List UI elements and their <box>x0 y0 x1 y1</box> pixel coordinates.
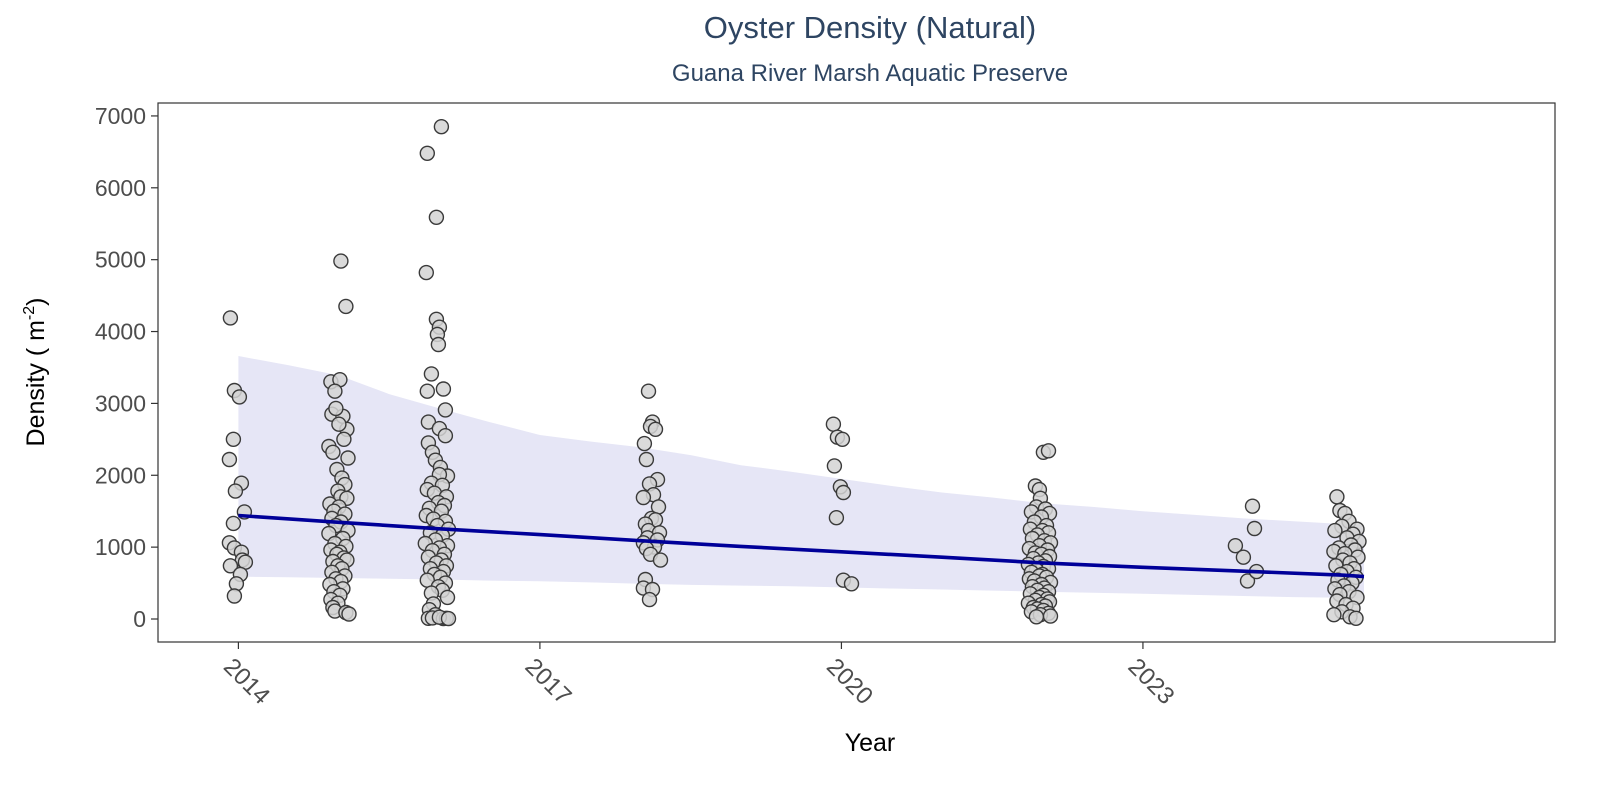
data-point <box>435 381 452 397</box>
data-point <box>222 558 239 574</box>
x-tick-label: 2017 <box>520 653 577 710</box>
data-point <box>333 253 349 269</box>
data-point <box>340 450 356 466</box>
data-point <box>222 310 239 326</box>
data-point <box>1235 549 1252 565</box>
data-point <box>1227 538 1244 554</box>
data-point <box>1348 610 1364 626</box>
data-point <box>336 431 352 447</box>
data-point <box>825 416 842 432</box>
data-point <box>428 209 445 226</box>
data-point <box>227 483 244 499</box>
x-tick-label: 2023 <box>1123 653 1180 710</box>
y-axis-label-close: ) <box>22 298 50 306</box>
data-point <box>1244 498 1261 514</box>
y-tick-label: 3000 <box>95 390 146 416</box>
data-point <box>231 389 248 405</box>
x-axis: 2014 2017 2020 2023 <box>218 642 1180 710</box>
data-point <box>826 458 843 474</box>
data-point <box>325 444 341 460</box>
data-point <box>635 489 652 506</box>
x-tick-label: 2014 <box>218 653 275 710</box>
confidence-band-layer <box>238 356 1364 599</box>
data-point <box>437 402 454 418</box>
data-point <box>331 416 347 432</box>
data-point <box>1246 520 1263 537</box>
data-point <box>225 515 242 532</box>
data-point <box>641 591 658 608</box>
y-tick-label: 1000 <box>95 534 146 560</box>
data-points-layer <box>221 118 1367 627</box>
data-point <box>419 383 435 399</box>
data-point <box>437 428 454 444</box>
y-tick-label: 6000 <box>95 175 146 201</box>
plot-panel-border <box>157 102 1556 643</box>
trend-line <box>238 513 1365 579</box>
data-point <box>419 145 435 162</box>
data-point <box>433 118 450 135</box>
data-point <box>1040 443 1057 459</box>
y-tick-label: 5000 <box>95 247 146 273</box>
data-point <box>439 589 456 606</box>
data-point <box>652 552 669 568</box>
chart-title: Oyster Density (Natural) <box>704 10 1036 45</box>
data-point <box>834 431 851 447</box>
confidence-band <box>238 356 1364 599</box>
data-point <box>341 606 357 622</box>
data-point <box>327 383 343 399</box>
data-point <box>1028 609 1045 625</box>
y-axis: 0 1000 2000 3000 4000 5000 6000 7000 <box>95 103 158 632</box>
y-tick-label: 4000 <box>95 319 146 345</box>
data-point <box>1329 489 1345 505</box>
data-point <box>440 610 457 627</box>
data-point <box>636 435 653 452</box>
y-axis-label-exponent: -2 <box>21 306 38 320</box>
data-point <box>843 576 860 592</box>
data-point <box>423 366 440 382</box>
y-tick-label: 2000 <box>95 462 146 488</box>
data-point <box>835 484 852 501</box>
data-point <box>1327 522 1343 539</box>
data-point <box>640 383 657 399</box>
data-point <box>328 400 344 417</box>
x-axis-label: Year <box>845 729 896 757</box>
data-point <box>418 264 434 281</box>
chart-subtitle: Guana River Marsh Aquatic Preserve <box>672 60 1068 87</box>
data-point <box>1326 607 1342 623</box>
y-axis-label: Density ( m-2) <box>21 298 50 447</box>
x-tick-label: 2020 <box>821 653 878 710</box>
data-point <box>638 451 655 468</box>
data-point <box>828 510 845 526</box>
trend-line-layer <box>238 513 1365 579</box>
data-point <box>647 421 664 437</box>
data-point <box>1042 608 1059 624</box>
data-point <box>430 336 447 353</box>
data-point <box>338 298 354 315</box>
y-tick-label: 0 <box>133 606 146 632</box>
data-point <box>1239 573 1256 589</box>
y-tick-label: 7000 <box>95 103 146 129</box>
data-point <box>226 588 243 604</box>
data-point <box>225 431 242 447</box>
y-axis-label-main: Density ( m <box>22 320 50 446</box>
data-point <box>221 451 238 468</box>
